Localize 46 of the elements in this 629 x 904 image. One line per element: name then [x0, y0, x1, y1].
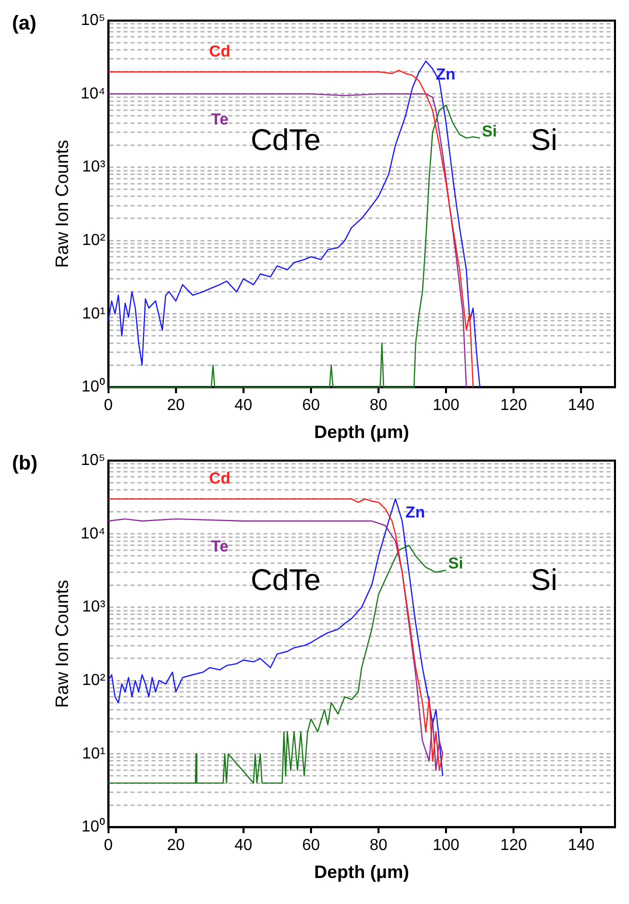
- y-tick-label: 10²: [82, 232, 106, 249]
- y-tick-label: 10¹: [82, 745, 106, 762]
- y-axis-title: Raw Ion Counts: [52, 580, 72, 708]
- x-tick-label: 80: [370, 837, 388, 854]
- annotation: Si: [530, 564, 558, 597]
- x-tick-label: 120: [500, 837, 528, 854]
- x-tick-label: 60: [302, 837, 320, 854]
- x-tick-label: 140: [568, 837, 595, 854]
- x-tick-label: 40: [234, 837, 252, 854]
- x-tick-label: 20: [166, 837, 185, 854]
- series-label: Si: [448, 556, 464, 573]
- y-axis-title: Raw Ion Counts: [52, 140, 72, 268]
- y-tick-label: 10³: [82, 598, 106, 616]
- y-tick-label: 10⁴: [80, 525, 106, 542]
- x-tick-label: 100: [432, 397, 460, 414]
- x-tick-label: 100: [432, 837, 460, 854]
- y-tick-label: 10⁰: [81, 818, 106, 836]
- y-tick-label: 10¹: [82, 305, 106, 322]
- x-tick-label: 0: [104, 397, 113, 414]
- series-label: Si: [482, 123, 497, 140]
- series-label: Zn: [436, 66, 456, 84]
- annotation: CdTe: [250, 564, 321, 597]
- x-axis-title: Depth (μm): [314, 422, 410, 442]
- series-label: Cd: [209, 470, 230, 488]
- chart-title: (b): [12, 452, 38, 475]
- annotation: Si: [530, 124, 558, 157]
- y-tick-label: 10⁰: [81, 378, 106, 396]
- x-axis-title: Depth (μm): [314, 862, 410, 882]
- x-tick-label: 140: [568, 397, 595, 414]
- y-tick-label: 10³: [82, 158, 106, 176]
- x-tick-label: 80: [370, 397, 388, 414]
- y-tick-label: 10⁵: [80, 12, 106, 30]
- chart-title: (a): [12, 12, 36, 35]
- series-label: Cd: [209, 43, 230, 60]
- series-label: Te: [211, 111, 229, 128]
- series-label: Zn: [405, 504, 425, 522]
- annotation: CdTe: [250, 124, 321, 157]
- series-label: Te: [211, 538, 229, 556]
- x-tick-label: 60: [302, 397, 320, 414]
- y-tick-label: 10⁵: [80, 452, 106, 470]
- y-tick-label: 10²: [82, 672, 106, 689]
- x-tick-label: 40: [234, 397, 252, 414]
- x-tick-label: 120: [500, 397, 528, 414]
- y-tick-label: 10⁴: [80, 85, 106, 102]
- x-tick-label: 20: [166, 397, 185, 414]
- x-tick-label: 0: [104, 837, 113, 854]
